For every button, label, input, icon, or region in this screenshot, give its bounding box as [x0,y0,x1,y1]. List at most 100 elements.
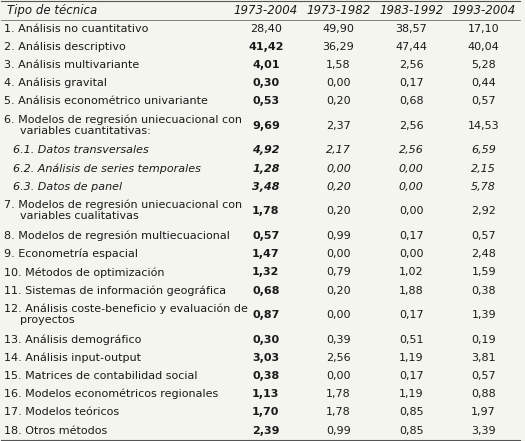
Text: 0,85: 0,85 [399,426,423,436]
Text: 28,40: 28,40 [250,24,282,34]
Text: 0,30: 0,30 [253,335,279,344]
Text: 3,39: 3,39 [471,426,496,436]
Text: 0,57: 0,57 [471,231,496,241]
Text: 0,88: 0,88 [471,389,496,399]
Text: 1,28: 1,28 [252,164,280,174]
Text: 9,69: 9,69 [252,121,280,131]
Text: 5,78: 5,78 [471,182,496,192]
Text: 1,47: 1,47 [252,249,280,259]
Text: 0,00: 0,00 [326,249,351,259]
Text: 6.2. Análisis de series temporales: 6.2. Análisis de series temporales [13,164,201,174]
Text: 8. Modelos de regresión multiecuacional: 8. Modelos de regresión multiecuacional [4,231,230,241]
Text: 2,56: 2,56 [399,121,423,131]
Text: Tipo de técnica: Tipo de técnica [7,4,97,17]
Text: 0,20: 0,20 [326,97,351,106]
Text: 1,78: 1,78 [326,407,351,417]
Text: 0,30: 0,30 [253,78,279,88]
Text: 1,32: 1,32 [252,267,279,277]
Text: 3. Análisis multivariante: 3. Análisis multivariante [4,60,139,70]
Text: 0,17: 0,17 [399,310,423,320]
Text: 6.3. Datos de panel: 6.3. Datos de panel [13,182,122,192]
Text: 2,56: 2,56 [398,146,424,156]
Text: 0,57: 0,57 [471,371,496,381]
Text: 0,85: 0,85 [399,407,423,417]
Text: 36,29: 36,29 [322,42,354,52]
Text: 6,59: 6,59 [471,146,496,156]
Text: 2,39: 2,39 [252,426,280,436]
Text: 3,03: 3,03 [253,353,279,363]
Text: 2,37: 2,37 [326,121,351,131]
Text: 3,48: 3,48 [252,182,280,192]
Text: 0,87: 0,87 [252,310,279,320]
Text: 2,17: 2,17 [326,146,351,156]
Text: 0,68: 0,68 [399,97,423,106]
Text: 4,01: 4,01 [252,60,280,70]
Text: 0,00: 0,00 [326,371,351,381]
Text: 0,51: 0,51 [399,335,423,344]
Text: 1,97: 1,97 [471,407,496,417]
Text: 0,99: 0,99 [326,426,351,436]
Text: 12. Análisis coste-beneficio y evaluación de: 12. Análisis coste-beneficio y evaluació… [4,303,248,314]
Text: 0,99: 0,99 [326,231,351,241]
Text: variables cuantitativas:: variables cuantitativas: [19,126,150,135]
Text: 4,92: 4,92 [252,146,280,156]
Text: 2,92: 2,92 [471,206,496,217]
Text: proyectos: proyectos [19,315,74,325]
Text: 2,15: 2,15 [471,164,496,174]
Text: 0,53: 0,53 [253,97,279,106]
Text: 0,79: 0,79 [326,267,351,277]
Text: 40,04: 40,04 [468,42,500,52]
Text: 1973-2004: 1973-2004 [234,4,298,17]
Text: 1,02: 1,02 [399,267,423,277]
Text: 0,38: 0,38 [252,371,279,381]
Text: 0,00: 0,00 [398,182,424,192]
Text: 0,17: 0,17 [399,78,423,88]
Text: 0,00: 0,00 [399,249,423,259]
Text: 13. Análisis demográfico: 13. Análisis demográfico [4,334,141,345]
Text: 0,20: 0,20 [326,285,351,295]
Text: 47,44: 47,44 [395,42,427,52]
Text: 18. Otros métodos: 18. Otros métodos [4,426,107,436]
Text: 6.1. Datos transversales: 6.1. Datos transversales [13,146,149,156]
Text: 0,00: 0,00 [399,206,423,217]
Text: 2,56: 2,56 [399,60,423,70]
Text: 2,48: 2,48 [471,249,496,259]
Text: 0,39: 0,39 [326,335,351,344]
Text: 49,90: 49,90 [322,24,354,34]
Text: 3,81: 3,81 [471,353,496,363]
Text: 17,10: 17,10 [468,24,499,34]
Text: 0,00: 0,00 [326,164,351,174]
Text: 0,57: 0,57 [252,231,279,241]
Text: 1973-1982: 1973-1982 [307,4,371,17]
Text: 10. Métodos de optimización: 10. Métodos de optimización [4,267,164,277]
Text: 1,58: 1,58 [326,60,351,70]
Text: 1,19: 1,19 [399,389,423,399]
Text: 7. Modelos de regresión uniecuacional con: 7. Modelos de regresión uniecuacional co… [4,200,242,210]
Text: 0,19: 0,19 [471,335,496,344]
Text: 1,70: 1,70 [252,407,279,417]
Text: 0,68: 0,68 [252,285,280,295]
Text: 11. Sistemas de información geográfica: 11. Sistemas de información geográfica [4,285,226,296]
Text: 2. Análisis descriptivo: 2. Análisis descriptivo [4,41,125,52]
Text: 1,88: 1,88 [398,285,424,295]
Text: 1,78: 1,78 [252,206,280,217]
Text: 0,00: 0,00 [326,78,351,88]
Text: 16. Modelos econométricos regionales: 16. Modelos econométricos regionales [4,389,218,400]
Text: 6. Modelos de regresión uniecuacional con: 6. Modelos de regresión uniecuacional co… [4,115,242,125]
Text: 0,00: 0,00 [398,164,424,174]
Text: 41,42: 41,42 [248,42,284,52]
Text: 1. Análisis no cuantitativo: 1. Análisis no cuantitativo [4,24,149,34]
Text: 1983-1992: 1983-1992 [379,4,443,17]
Text: 1,78: 1,78 [326,389,351,399]
Text: 0,00: 0,00 [326,310,351,320]
Text: 0,17: 0,17 [399,371,423,381]
Text: 1,59: 1,59 [471,267,496,277]
Text: 0,57: 0,57 [471,97,496,106]
Text: 4. Análisis gravital: 4. Análisis gravital [4,78,107,89]
Text: variables cualitativas: variables cualitativas [19,211,138,221]
Text: 1,13: 1,13 [252,389,279,399]
Text: 15. Matrices de contabilidad social: 15. Matrices de contabilidad social [4,371,197,381]
Text: 1993-2004: 1993-2004 [452,4,516,17]
Text: 14,53: 14,53 [468,121,499,131]
Text: 1,39: 1,39 [471,310,496,320]
